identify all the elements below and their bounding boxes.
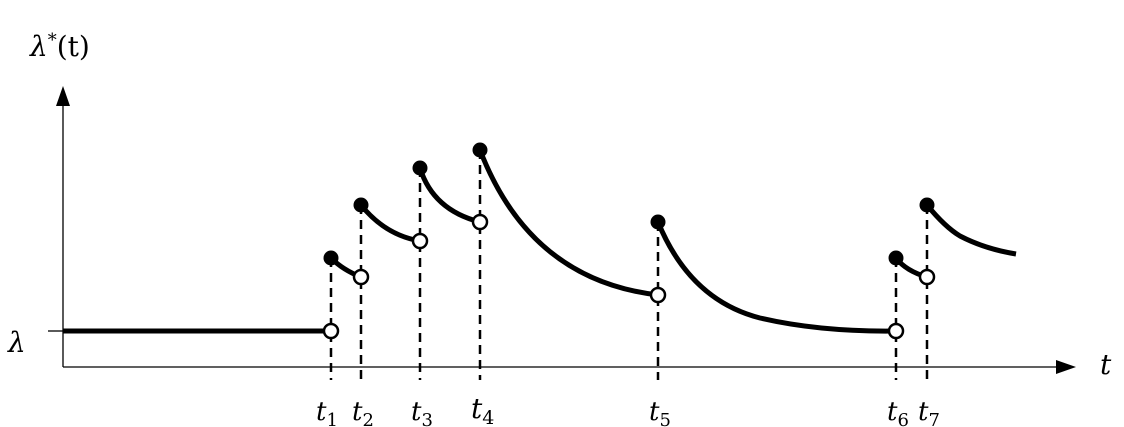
prejump-marker-1	[322, 322, 340, 340]
prejump-marker-4	[471, 213, 489, 231]
prejump-marker-3	[411, 232, 429, 250]
jump-markers	[323, 142, 935, 266]
prejump-marker-5	[649, 286, 667, 304]
curve-segment-4	[477, 149, 659, 298]
y-axis-arrowhead	[56, 86, 70, 106]
intensity-curve	[63, 149, 1017, 334]
jump-marker-6	[888, 250, 904, 266]
jump-marker-4	[472, 142, 488, 158]
event-label-1: t1	[316, 397, 338, 427]
prejump-markers	[322, 213, 936, 340]
event-label-3: t3	[411, 397, 433, 427]
event-label-4: t4	[471, 392, 494, 427]
event-lines	[329, 150, 929, 380]
curve-segment-7	[925, 203, 1017, 257]
event-labels: t1 t2 t3 t4 t5 t6 t7	[316, 392, 940, 427]
prejump-marker-7	[918, 268, 936, 286]
event-label-6: t6	[887, 397, 909, 427]
jump-marker-3	[412, 160, 428, 176]
y-axis-label: λ*(t)	[29, 30, 90, 63]
event-label-7: t7	[918, 397, 940, 427]
x-axis-label: t	[1100, 348, 1112, 381]
jump-marker-1	[323, 250, 339, 266]
x-axis-arrowhead	[1056, 360, 1076, 374]
curve-segment-2	[359, 203, 421, 244]
jump-marker-7	[919, 197, 935, 213]
event-label-2: t2	[352, 397, 374, 427]
jump-marker-5	[650, 214, 666, 230]
curve-segment-5	[655, 221, 897, 334]
baseline-label: λ	[7, 326, 26, 359]
prejump-marker-6	[887, 322, 905, 340]
event-label-5: t5	[649, 397, 671, 427]
jump-marker-2	[353, 197, 369, 213]
prejump-marker-2	[352, 268, 370, 286]
curve-segment-3	[417, 167, 481, 225]
